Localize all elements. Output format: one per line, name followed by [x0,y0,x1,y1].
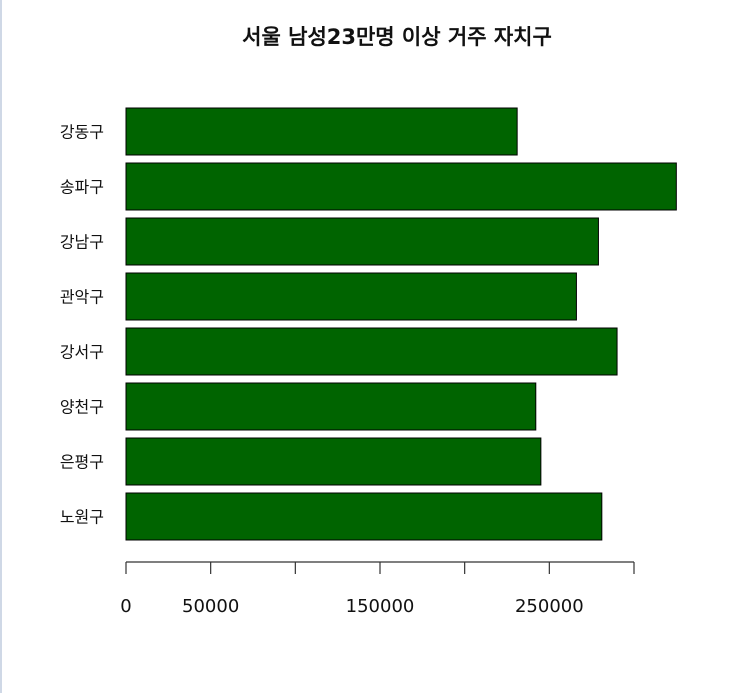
bar-6 [125,437,542,486]
bar-5 [125,382,537,431]
x-axis: 0 50000 150000 250000 [120,561,635,617]
category-label-7: 노원구 [60,508,104,527]
bar-7 [125,492,603,541]
x-tick-label-0: 0 [120,596,131,617]
bar-2 [125,217,599,266]
bar-0 [125,107,518,156]
x-tick-label-3: 150000 [346,596,415,617]
x-tick-label-1: 50000 [182,596,239,617]
category-label-2: 강남구 [60,233,104,252]
x-tick-label-5: 250000 [515,596,584,617]
category-label-4: 강서구 [60,343,104,362]
category-label-1: 송파구 [60,178,104,197]
category-label-3: 관악구 [60,288,104,307]
bar-3 [125,272,577,321]
bar-1 [125,162,677,211]
category-label-5: 양천구 [60,398,104,417]
chart-title: 서울 남성23만명 이상 거주 자치구 [242,25,552,49]
bar-4 [125,327,618,376]
bars-group [125,107,677,541]
category-label-0: 강동구 [60,123,104,142]
category-label-6: 은평구 [60,453,104,472]
